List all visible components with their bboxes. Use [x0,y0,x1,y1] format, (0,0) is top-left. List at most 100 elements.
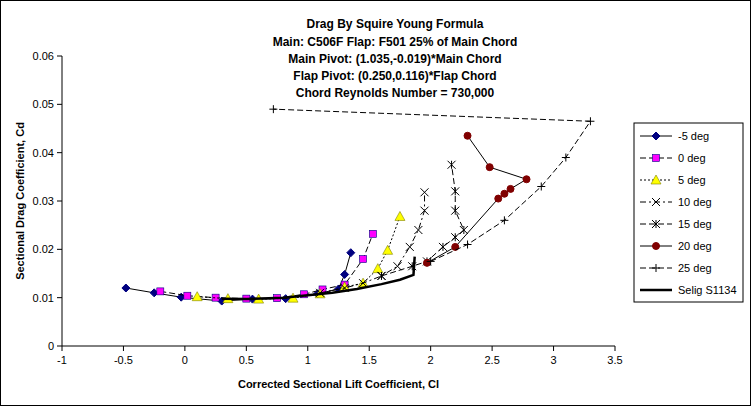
marker [586,117,594,125]
y-tick-label: 0.01 [33,292,54,304]
marker [451,207,459,215]
subtitle: Main: C506F Flap: F501 25% of Main Chord [273,35,518,49]
marker [486,164,493,171]
legend-marker [653,243,660,250]
legend-label: 15 deg [678,218,712,230]
x-tick-label: -0.5 [114,354,133,366]
x-tick-label: 2 [428,354,434,366]
plot-area [122,105,595,305]
y-tick [57,346,62,347]
chart: Drag By Squire Young Formula Main: C506F … [0,0,751,406]
marker [269,105,277,113]
y-tick-label: 0.06 [33,50,54,62]
marker [393,262,401,270]
series-line [222,257,415,300]
x-tick-label: 3.5 [607,354,622,366]
marker [451,233,459,241]
legend-marker [652,220,660,228]
x-tick-label: 0.5 [239,354,254,366]
marker [378,272,386,280]
legend-marker [652,198,660,206]
y-tick-label: 0 [48,340,54,352]
marker [562,154,570,162]
y-tick-label: 0.02 [33,243,54,255]
x-tick-label: 1 [305,354,311,366]
legend-line [640,289,672,292]
legend-label: Selig S1134 [678,284,737,296]
marker [341,270,349,278]
series-line [382,165,464,276]
x-tick-label: 2.5 [484,354,499,366]
legend-box [634,123,743,302]
subtitle: Chord Reynolds Number = 730,000 [296,86,495,100]
marker [448,161,456,169]
marker [427,257,435,265]
marker [460,226,468,234]
legend-marker [652,132,660,140]
x-axis-title: Corrected Sectional Lift Coefficient, Cl [238,378,439,390]
x-tick [492,346,493,351]
x-tick [369,346,370,351]
marker [360,256,367,263]
x-tick [246,346,247,351]
marker [500,216,508,224]
legend-label: 0 deg [678,152,706,164]
x-tick-label: 0 [182,354,188,366]
series-line [160,234,373,299]
marker [395,211,405,220]
marker [157,288,164,295]
series-line [427,136,527,263]
marker [414,226,422,234]
x-tick-label: 3 [550,354,556,366]
x-tick-label: -1 [57,354,67,366]
legend: -5 deg0 deg5 deg10 deg15 deg20 deg25 deg… [634,123,743,302]
marker [423,259,430,266]
legend-marker [653,155,660,162]
marker [464,241,472,249]
legend-label: 25 deg [678,262,712,274]
marker [378,272,386,280]
marker [439,243,447,251]
marker [523,176,530,183]
subtitle: Flap Pivot: (0.250,0.116)*Flap Chord [293,69,496,83]
marker [122,284,130,292]
y-axis-title: Sectional Drag Coefficient, Cd [14,122,26,280]
marker [507,185,514,192]
x-axis [62,346,615,347]
legend-marker [652,264,660,272]
marker [451,187,459,195]
legend-label: 20 deg [678,240,712,252]
y-tick [57,56,62,57]
x-tick [307,346,308,351]
marker [464,132,471,139]
legend-label: -5 deg [678,130,709,142]
marker [421,188,429,196]
y-tick [57,297,62,298]
marker [184,292,191,299]
y-tick [57,249,62,250]
marker [373,264,383,273]
marker [347,249,355,257]
marker [383,245,393,254]
y-tick-label: 0.05 [33,98,54,110]
x-tick [553,346,554,351]
title: Drag By Squire Young Formula [307,17,484,31]
x-tick [123,346,124,351]
marker [501,190,508,197]
marker [369,230,376,237]
subtitle: Main Pivot: (1.035,-0.019)*Main Chord [288,52,501,66]
y-tick [57,104,62,105]
marker [192,292,202,301]
marker [495,195,502,202]
chart-border [1,1,751,406]
marker [421,207,429,215]
y-tick-label: 0.04 [33,147,54,159]
x-tick [62,346,63,351]
series-line [273,109,590,261]
legend-label: 5 deg [678,174,706,186]
marker [406,243,414,251]
x-tick-label: 1.5 [362,354,377,366]
y-tick [57,152,62,153]
x-tick [430,346,431,351]
x-tick [615,346,616,351]
